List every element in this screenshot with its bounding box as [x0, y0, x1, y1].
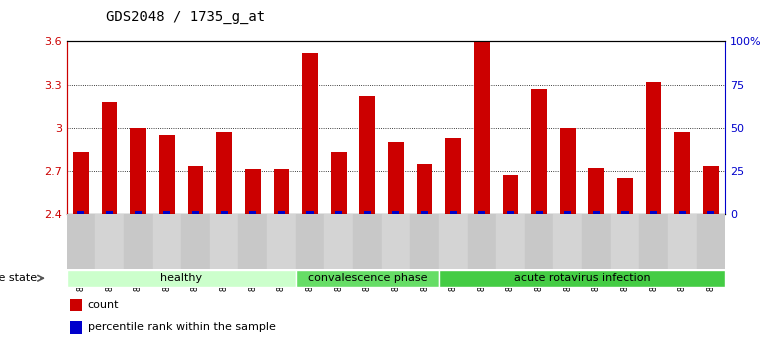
Bar: [331, 152, 347, 214]
Bar: [646, 82, 662, 214]
Bar: [364, 211, 371, 214]
Text: count: count: [88, 300, 119, 310]
Bar: [359, 96, 376, 214]
Bar: [639, 214, 668, 269]
Bar: [582, 214, 611, 269]
Bar: [703, 167, 719, 214]
Bar: [302, 53, 318, 214]
Text: percentile rank within the sample: percentile rank within the sample: [88, 322, 276, 332]
Bar: [67, 270, 296, 287]
Bar: [73, 152, 89, 214]
Text: disease state: disease state: [0, 273, 37, 283]
Bar: [78, 211, 85, 214]
Bar: [382, 214, 410, 269]
Bar: [668, 214, 696, 269]
Text: acute rotavirus infection: acute rotavirus infection: [514, 273, 651, 283]
Text: convalescence phase: convalescence phase: [307, 273, 427, 283]
Bar: [507, 211, 514, 214]
Bar: [650, 211, 657, 214]
Bar: [192, 211, 199, 214]
Bar: [335, 211, 342, 214]
Bar: [496, 214, 524, 269]
Bar: [216, 132, 232, 214]
Bar: [589, 168, 604, 214]
Bar: [267, 214, 296, 269]
Text: healthy: healthy: [160, 273, 202, 283]
Bar: [181, 214, 210, 269]
Bar: [622, 211, 629, 214]
Bar: [278, 211, 285, 214]
Bar: [564, 211, 572, 214]
Bar: [611, 214, 639, 269]
Bar: [210, 214, 238, 269]
Bar: [439, 214, 467, 269]
Bar: [439, 270, 725, 287]
Bar: [535, 211, 543, 214]
Bar: [416, 164, 433, 214]
Text: GDS2048 / 1735_g_at: GDS2048 / 1735_g_at: [106, 10, 265, 24]
Bar: [249, 211, 256, 214]
Bar: [130, 128, 146, 214]
Bar: [124, 214, 153, 269]
Bar: [421, 211, 428, 214]
Bar: [353, 214, 382, 269]
Bar: [617, 178, 633, 214]
Bar: [220, 211, 227, 214]
Bar: [159, 135, 175, 214]
Bar: [593, 211, 600, 214]
Bar: [163, 211, 170, 214]
Bar: [679, 211, 686, 214]
Bar: [67, 214, 96, 269]
Bar: [450, 211, 457, 214]
Bar: [102, 102, 118, 214]
Bar: [524, 214, 554, 269]
Bar: [467, 214, 496, 269]
Bar: [392, 211, 400, 214]
Bar: [674, 132, 690, 214]
Bar: [474, 41, 490, 214]
Bar: [445, 138, 461, 214]
Bar: [70, 321, 82, 334]
Bar: [245, 169, 260, 214]
Bar: [325, 214, 353, 269]
Bar: [296, 214, 325, 269]
Bar: [388, 142, 404, 214]
Bar: [707, 211, 714, 214]
Bar: [410, 214, 439, 269]
Bar: [96, 214, 124, 269]
Bar: [554, 214, 582, 269]
Bar: [503, 175, 518, 214]
Bar: [135, 211, 142, 214]
Bar: [238, 214, 267, 269]
Bar: [106, 211, 113, 214]
Bar: [478, 211, 485, 214]
Bar: [560, 128, 575, 214]
Bar: [274, 169, 289, 214]
Bar: [70, 299, 82, 311]
Bar: [307, 211, 314, 214]
Bar: [187, 167, 203, 214]
Bar: [153, 214, 181, 269]
Bar: [296, 270, 439, 287]
Bar: [696, 214, 725, 269]
Bar: [532, 89, 547, 214]
